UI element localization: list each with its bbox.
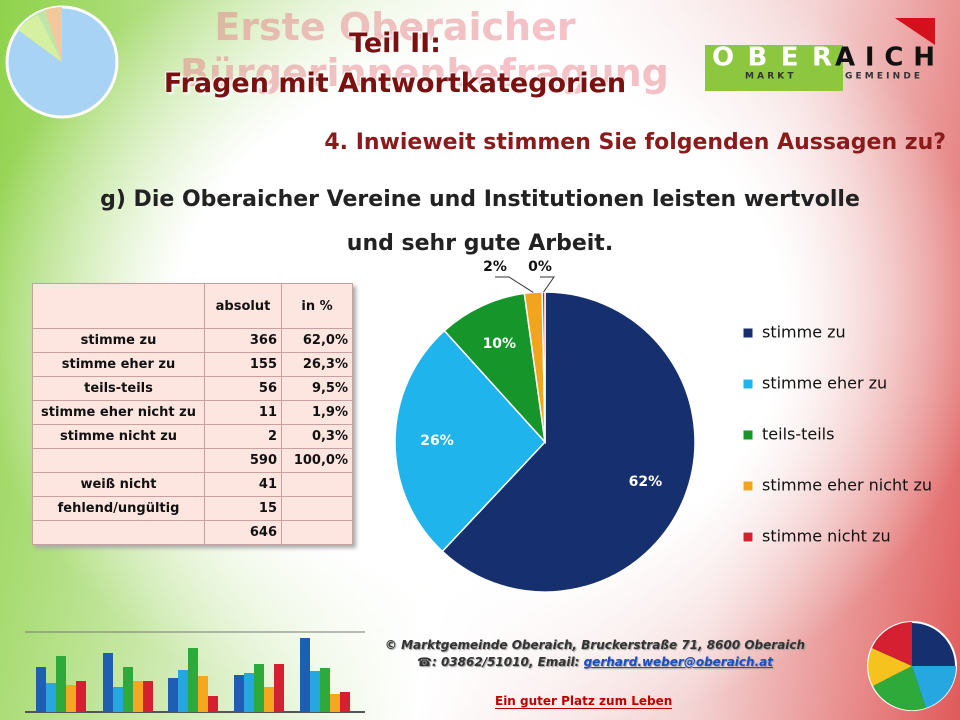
text: und sehr gute Arbeit. — [346, 231, 614, 256]
absolute-count: 646 — [204, 520, 282, 545]
header-cell: absolut — [204, 283, 282, 329]
percent — [281, 520, 353, 545]
logo-tagline: G E M E I N D E — [845, 72, 920, 82]
absolute-count: 155 — [204, 352, 282, 377]
legend-swatch — [742, 378, 754, 390]
row-label: stimme eher nicht zu — [32, 400, 205, 425]
slogan: Ein guter Platz zum Leben — [495, 694, 673, 709]
table-row: stimme zu 366 62,0% — [32, 328, 353, 353]
email-link[interactable]: gerhard.weber@oberaich.at — [583, 655, 773, 669]
percent: 26,3% — [281, 352, 353, 377]
absolute-count: 590 — [204, 448, 282, 473]
absolute-count: 41 — [204, 472, 282, 497]
header-cell: in % — [281, 283, 353, 329]
heading: Teil II: Fragen mit Antwortkategorien — [110, 24, 680, 104]
table-row: stimme nicht zu 2 0,3% — [32, 424, 353, 449]
header-cell — [32, 283, 205, 329]
row-label: fehlend/ungültig — [32, 496, 205, 521]
table-row: stimme eher zu 155 26,3% — [32, 352, 353, 377]
corner-wheel — [867, 621, 957, 711]
header-row: absolut in % — [32, 283, 353, 329]
data-table: absolut in % stimme zu 366 62,0% stimme eher … — [32, 283, 353, 545]
table-row: weiß nicht 41 — [32, 472, 353, 497]
percent: 62,0% — [281, 328, 353, 353]
absolute-count: 2 — [204, 424, 282, 449]
contact: ☎: 03862/51010, Email: gerhard.weber@obe… — [300, 654, 890, 671]
absolute-count: 56 — [204, 376, 282, 401]
row-label: stimme zu — [32, 328, 205, 353]
row-label — [32, 520, 205, 545]
logo-box — [705, 45, 843, 91]
corner-slice — [45, 7, 62, 62]
chart: 62% 26% 10% 2% 0% stimme zu stimme eher zu teil… — [394, 259, 932, 593]
percent: 9,5% — [281, 376, 353, 401]
statement: g) Die Oberaicher Vereine und Institutio… — [40, 178, 920, 266]
legend-label: stimme zu — [762, 323, 846, 342]
row-label: stimme eher zu — [32, 352, 205, 377]
percent: 100,0% — [281, 448, 353, 473]
percent: 1,9% — [281, 400, 353, 425]
leader-line — [540, 276, 555, 293]
pie-slice — [441, 291, 696, 593]
bar-decoration — [25, 631, 365, 713]
text: Fragen mit Antwortkategorien — [163, 68, 627, 99]
pie-slice — [394, 329, 547, 553]
percent — [281, 496, 353, 521]
legend-swatch — [742, 429, 754, 441]
percent: 0,3% — [281, 424, 353, 449]
data-label: 26% — [420, 433, 454, 449]
row-label: weiß nicht — [32, 472, 205, 497]
legend-label: stimme nicht zu — [762, 527, 891, 546]
row-label: teils-teils — [32, 376, 205, 401]
percent — [281, 472, 353, 497]
absolute-count: 15 — [204, 496, 282, 521]
legend-label: stimme eher zu — [762, 374, 887, 393]
phone: ☎: 03862/51010, Email: — [417, 655, 580, 669]
table-row: teils-teils 56 9,5% — [32, 376, 353, 401]
footer: © Marktgemeinde Oberaich, Bruckerstraße … — [300, 637, 890, 671]
legend-swatch — [742, 480, 754, 492]
data-label: 62% — [629, 474, 663, 490]
table-row: fehlend/ungültig 15 — [32, 496, 353, 521]
legend-swatch — [742, 327, 754, 339]
text: Erste Oberaicher — [214, 5, 576, 49]
question: 4. Inwieweit stimmen Sie folgenden Aussa… — [324, 130, 946, 155]
legend-swatch — [742, 531, 754, 543]
logo-mark — [895, 18, 935, 45]
corner-slice — [18, 15, 62, 62]
text: Bürgerinnenbefragung — [180, 51, 669, 95]
legend-label: teils-teils — [762, 425, 834, 444]
legend-label: stimme eher nicht zu — [762, 476, 932, 495]
pie-slice — [443, 292, 547, 445]
table-row: stimme eher nicht zu 11 1,9% — [32, 400, 353, 425]
row-label — [32, 448, 205, 473]
leader-line — [495, 276, 534, 293]
data-label: 2% — [483, 259, 507, 275]
logo-right: AICH — [835, 43, 935, 73]
absolute-count: 366 — [204, 328, 282, 353]
row-label: stimme nicht zu — [32, 424, 205, 449]
absolute-count: 11 — [204, 400, 282, 425]
text: Teil II: — [349, 28, 441, 59]
background-title: Erste Oberaicher Bürgerinnenbefragung — [180, 4, 669, 96]
data-label: 0% — [528, 259, 552, 275]
table-row: 646 — [32, 520, 353, 545]
data-label: 10% — [483, 336, 517, 352]
text: g) Die Oberaicher Vereine und Institutio… — [100, 187, 860, 212]
address: © Marktgemeinde Oberaich, Bruckerstraße … — [384, 638, 806, 652]
table-row: 590 100,0% — [32, 448, 353, 473]
logo-tagline: M A R K T — [745, 72, 794, 82]
